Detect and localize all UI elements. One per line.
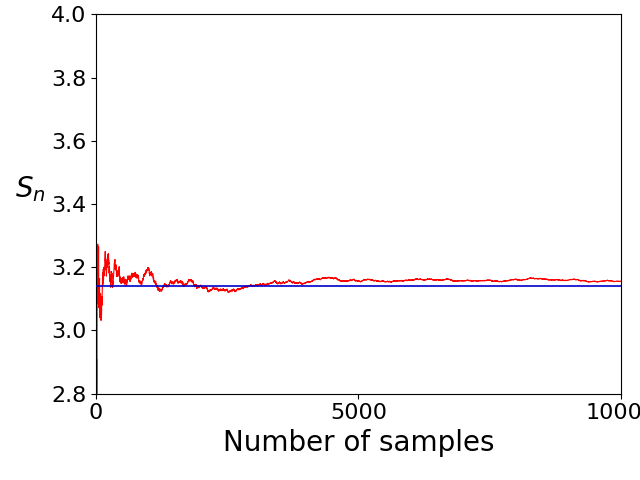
X-axis label: Number of samples: Number of samples (223, 429, 494, 457)
Y-axis label: $S_n$: $S_n$ (15, 174, 45, 204)
